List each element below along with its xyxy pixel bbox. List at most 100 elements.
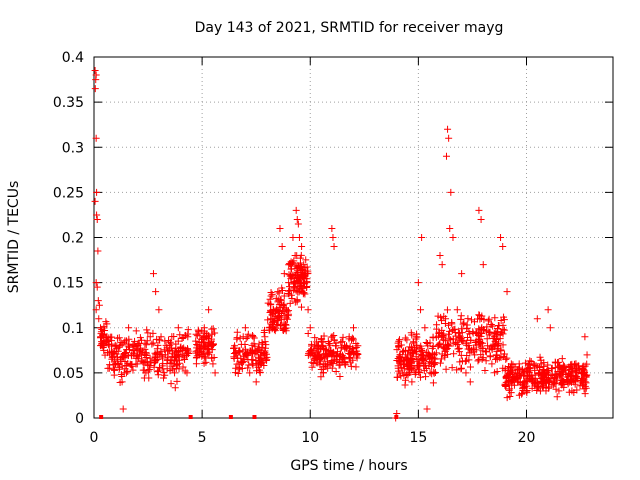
data-point (119, 405, 127, 413)
data-point (472, 346, 480, 354)
data-point (433, 325, 441, 333)
data-point (499, 341, 507, 349)
data-point (442, 365, 450, 373)
data-point (241, 324, 249, 332)
data-point (329, 234, 337, 241)
data-point (424, 342, 432, 350)
data-point (317, 335, 325, 343)
data-point (558, 355, 566, 363)
data-point (172, 340, 180, 348)
data-point (125, 340, 133, 348)
data-point (115, 343, 123, 351)
data-point (536, 353, 544, 361)
data-point (124, 352, 132, 360)
data-point (249, 333, 257, 341)
data-point (294, 282, 302, 290)
data-point (399, 348, 407, 356)
data-point (546, 324, 554, 332)
data-point (152, 288, 160, 296)
data-point (447, 188, 455, 196)
data-point (122, 361, 130, 369)
data-point (448, 319, 456, 327)
y-axis-label: SRMTID / TECUs (6, 181, 22, 294)
data-point (112, 360, 120, 368)
data-point (408, 331, 416, 339)
data-point (311, 334, 319, 342)
data-point (167, 380, 175, 388)
data-point (422, 373, 430, 381)
data-point (268, 290, 276, 298)
data-point (414, 279, 422, 287)
y-tick-label: 0.4 (62, 50, 84, 66)
data-point (157, 333, 165, 341)
data-point (525, 360, 533, 368)
data-point (437, 355, 445, 363)
data-point (443, 306, 451, 314)
data-point (454, 345, 462, 353)
data-point (397, 372, 405, 380)
data-point (408, 378, 416, 386)
data-point (444, 340, 452, 348)
data-point (429, 379, 437, 387)
data-point (132, 327, 140, 335)
data-point (341, 361, 349, 369)
data-point (393, 373, 401, 381)
data-point (154, 371, 162, 379)
data-point (507, 360, 515, 368)
data-point (515, 360, 523, 368)
data-point (538, 369, 546, 377)
data-point (333, 357, 341, 365)
data-point (496, 335, 504, 343)
data-point (91, 67, 99, 75)
data-point (267, 301, 275, 309)
data-point (240, 356, 248, 364)
data-point (491, 314, 499, 322)
data-point (114, 347, 122, 355)
data-point (192, 337, 200, 345)
data-point (339, 355, 347, 363)
data-point (348, 345, 356, 353)
data-point (295, 234, 303, 241)
data-point (256, 346, 264, 354)
data-point (337, 344, 345, 352)
data-point (497, 316, 505, 324)
data-point (418, 356, 426, 364)
data-point (475, 206, 483, 214)
data-point (581, 390, 589, 398)
data-point (171, 369, 179, 377)
data-point (131, 337, 139, 345)
data-point (418, 346, 426, 354)
data-point (236, 347, 244, 355)
data-point (278, 286, 286, 294)
data-point (125, 324, 133, 332)
data-point (468, 316, 476, 324)
data-point (481, 367, 489, 375)
data-point (417, 306, 425, 314)
data-point (232, 364, 240, 372)
data-point (395, 342, 403, 350)
data-point (477, 338, 485, 346)
data-point (475, 325, 483, 333)
data-point (209, 325, 217, 333)
y-tick-label: 0.35 (53, 95, 84, 111)
data-point (506, 363, 514, 371)
data-point (489, 334, 497, 342)
data-point (178, 335, 186, 343)
baseline-mark (228, 415, 233, 419)
data-point (457, 325, 465, 333)
data-point (464, 315, 472, 323)
data-point (436, 359, 444, 367)
data-point (262, 350, 270, 358)
data-point (166, 342, 174, 350)
data-point (233, 328, 241, 336)
data-point (349, 335, 357, 343)
data-point (103, 333, 111, 341)
data-point (477, 215, 485, 223)
data-point (261, 354, 269, 362)
data-point (168, 347, 176, 355)
data-point (249, 350, 257, 358)
data-point (435, 340, 443, 348)
data-point (286, 286, 294, 294)
data-point (194, 342, 202, 350)
